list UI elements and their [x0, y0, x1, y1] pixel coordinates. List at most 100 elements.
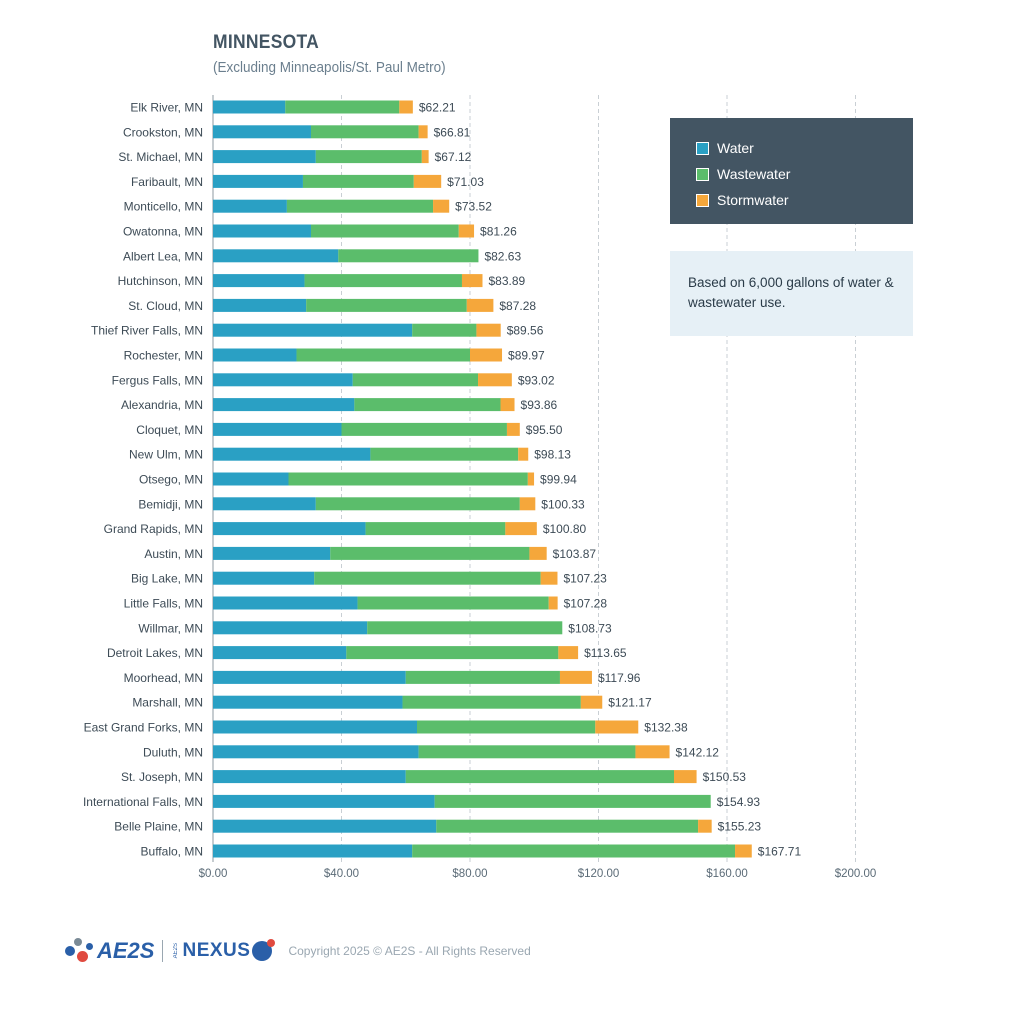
category-label: Owatonna, MN — [123, 225, 203, 239]
bar-water-16 — [213, 497, 316, 511]
category-label: Hutchinson, MN — [118, 274, 203, 288]
footer-divider — [162, 940, 164, 962]
bar-water-25 — [213, 720, 417, 734]
bar-water-22 — [213, 646, 347, 660]
total-label: $89.97 — [508, 349, 545, 363]
bar-wastewater-4 — [286, 199, 434, 213]
bar-wastewater-18 — [330, 546, 530, 560]
total-label: $95.50 — [526, 423, 563, 437]
bar-water-28 — [213, 794, 435, 808]
bar-wastewater-21 — [367, 621, 563, 635]
category-label: Buffalo, MN — [141, 845, 203, 859]
bar-wastewater-11 — [352, 373, 479, 387]
category-label: Detroit Lakes, MN — [107, 646, 203, 660]
bar-stormwater-30 — [735, 844, 752, 858]
category-label: Moorhead, MN — [124, 671, 203, 685]
bar-stormwater-29 — [698, 819, 712, 833]
bar-wastewater-22 — [346, 646, 559, 660]
bar-stormwater-24 — [580, 695, 603, 709]
total-label: $100.80 — [543, 522, 587, 536]
bar-wastewater-6 — [338, 249, 479, 263]
bar-stormwater-20 — [548, 596, 558, 610]
total-label: $107.28 — [564, 597, 608, 611]
total-label: $66.81 — [434, 125, 471, 139]
category-label: Willmar, MN — [138, 621, 203, 635]
total-label: $93.02 — [518, 373, 555, 387]
bar-water-5 — [213, 224, 311, 238]
bar-wastewater-15 — [288, 472, 528, 486]
chart-legend: Water Wastewater Stormwater — [670, 118, 913, 224]
bar-wastewater-16 — [315, 497, 520, 511]
category-label: Grand Rapids, MN — [104, 522, 203, 536]
total-label: $113.65 — [584, 646, 627, 660]
bar-stormwater-14 — [518, 447, 529, 461]
bar-wastewater-0 — [285, 100, 400, 114]
bar-stormwater-23 — [559, 670, 592, 684]
total-label: $98.13 — [534, 448, 571, 462]
bar-water-19 — [213, 571, 315, 585]
bar-water-26 — [213, 745, 419, 759]
bar-water-0 — [213, 100, 286, 114]
total-label: $89.56 — [507, 324, 544, 338]
bar-wastewater-17 — [365, 522, 506, 536]
total-label: $150.53 — [703, 770, 747, 784]
bar-water-12 — [213, 398, 355, 412]
bar-water-13 — [213, 422, 342, 436]
category-label: New Ulm, MN — [129, 448, 203, 462]
bar-stormwater-18 — [529, 546, 547, 560]
category-label: Austin, MN — [144, 547, 203, 561]
bar-water-4 — [213, 199, 287, 213]
bar-wastewater-23 — [405, 670, 560, 684]
bar-stormwater-15 — [527, 472, 535, 486]
total-label: $121.17 — [608, 696, 652, 710]
bar-wastewater-13 — [341, 422, 507, 436]
total-label: $93.86 — [521, 398, 558, 412]
bar-wastewater-14 — [370, 447, 519, 461]
category-label: Elk River, MN — [130, 101, 203, 115]
bar-stormwater-10 — [470, 348, 503, 362]
legend-swatch-wastewater — [696, 167, 709, 181]
total-label: $71.03 — [447, 175, 484, 189]
bar-water-20 — [213, 596, 358, 610]
bar-stormwater-4 — [433, 199, 450, 213]
total-label: $108.73 — [568, 621, 612, 635]
bar-stormwater-1 — [418, 125, 428, 139]
bar-stormwater-26 — [635, 745, 670, 759]
total-label: $83.89 — [488, 274, 525, 288]
legend-item-wastewater: Wastewater — [696, 161, 913, 187]
legend-item-stormwater: Stormwater — [696, 187, 913, 213]
bar-stormwater-16 — [519, 497, 536, 511]
x-tick-label: $40.00 — [324, 868, 359, 880]
copyright-text: Copyright 2025 © AE2S - All Rights Reser… — [288, 944, 531, 958]
bar-water-10 — [213, 348, 297, 362]
category-label: East Grand Forks, MN — [84, 721, 203, 735]
total-label: $81.26 — [480, 225, 517, 239]
total-label: $155.23 — [718, 820, 762, 834]
chart-title: MINNESOTA — [213, 32, 320, 53]
category-label: Rochester, MN — [124, 349, 203, 363]
total-label: $67.12 — [435, 150, 472, 164]
bar-water-30 — [213, 844, 413, 858]
total-label: $107.23 — [563, 572, 607, 586]
bar-water-14 — [213, 447, 371, 461]
total-label: $87.28 — [499, 299, 536, 313]
bar-stormwater-7 — [461, 274, 483, 288]
category-label: Crookston, MN — [123, 125, 203, 139]
bar-wastewater-12 — [354, 398, 501, 412]
molecule-icon — [65, 938, 95, 964]
bar-stormwater-2 — [421, 150, 429, 164]
ae2s-logo: AE2S — [65, 938, 154, 964]
bar-water-3 — [213, 174, 303, 188]
category-label: Faribault, MN — [131, 175, 203, 189]
category-label: Alexandria, MN — [121, 398, 203, 412]
bar-water-27 — [213, 770, 406, 784]
category-label: Albert Lea, MN — [123, 249, 203, 263]
bar-stormwater-0 — [399, 100, 413, 114]
bar-wastewater-25 — [416, 720, 596, 734]
category-label: Cloquet, MN — [136, 423, 203, 437]
bar-stormwater-17 — [505, 522, 537, 536]
bar-water-1 — [213, 125, 311, 139]
category-label: Marshall, MN — [132, 696, 203, 710]
bar-wastewater-5 — [310, 224, 459, 238]
x-tick-label: $160.00 — [706, 868, 748, 880]
